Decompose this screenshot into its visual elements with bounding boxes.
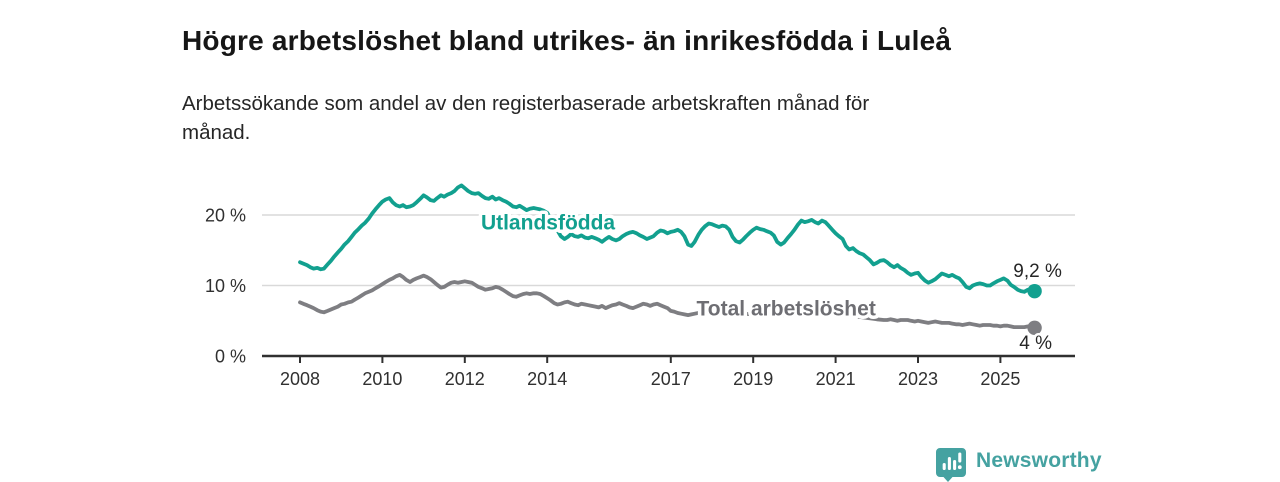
series-label-utlandsf-dda: Utlandsfödda — [481, 212, 615, 235]
x-tick-label-2012: 2012 — [445, 369, 485, 389]
series-line-utlandsf-dda — [298, 183, 1037, 294]
page-title: Högre arbetslöshet bland utrikes- än inr… — [182, 24, 952, 56]
x-tick-label-2021: 2021 — [816, 369, 856, 389]
series-end-dot-utlandsf-dda — [1027, 283, 1042, 299]
newsworthy-brand: Newsworthy — [936, 446, 1102, 482]
series-line-total-arbetsl-shet — [298, 273, 1037, 330]
x-tick-label-2025: 2025 — [980, 369, 1020, 389]
y-tick-label-0: 0 % — [215, 347, 246, 367]
x-tick-label-2017: 2017 — [651, 369, 691, 389]
x-tick-label-2014: 2014 — [527, 369, 567, 389]
x-tick-label-2008: 2008 — [280, 369, 320, 389]
y-tick-label-10: 10 % — [205, 276, 246, 296]
bar-chart-speech-bubble-icon — [936, 448, 966, 482]
end-value-label-total-arbetsl-shet: 4 % — [1019, 333, 1052, 354]
end-value-label-utlandsf-dda: 9,2 % — [1013, 261, 1062, 282]
brand-name: Newsworthy — [976, 449, 1102, 472]
x-tick-label-2019: 2019 — [733, 369, 773, 389]
series-end-dot-total-arbetsl-shet — [1027, 320, 1042, 335]
x-tick-label-2023: 2023 — [898, 369, 938, 389]
x-tick-label-2010: 2010 — [362, 369, 402, 389]
series-label-total-arbetsl-shet: Total arbetslöshet — [697, 298, 876, 321]
y-tick-label-20: 20 % — [205, 206, 246, 226]
page-subtitle: Arbetssökande som andel av den registerb… — [182, 91, 870, 144]
